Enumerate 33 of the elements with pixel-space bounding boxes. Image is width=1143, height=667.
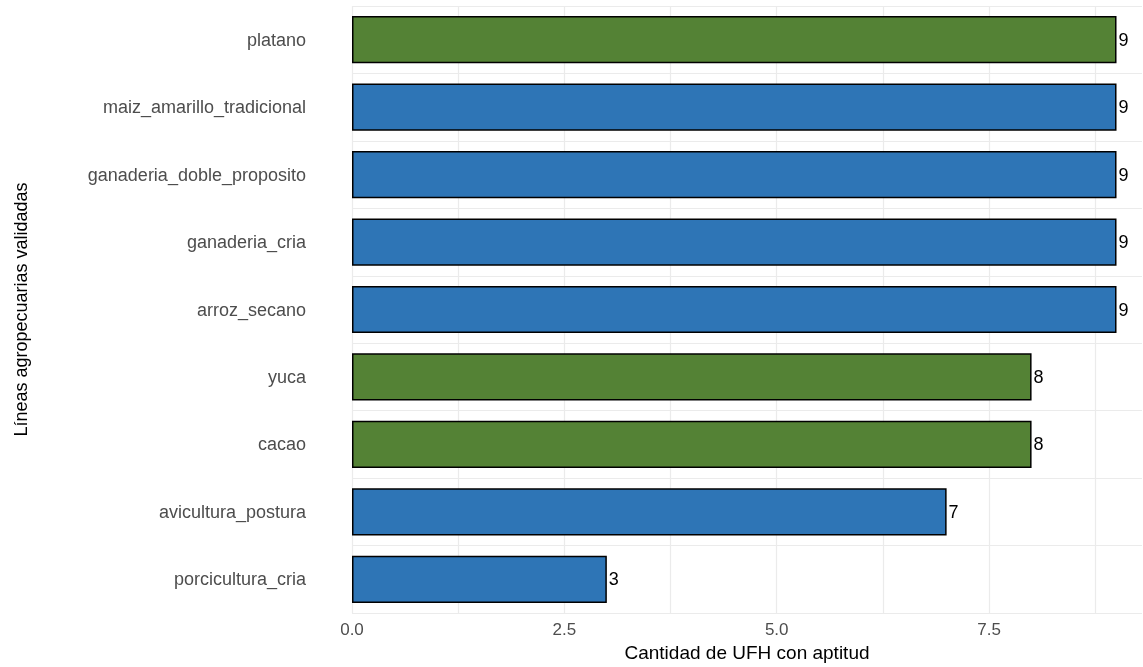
data-label: 9 bbox=[1118, 232, 1129, 253]
bar bbox=[352, 420, 1032, 468]
data-label: 9 bbox=[1118, 299, 1129, 320]
x-tick-label: 7.5 bbox=[977, 620, 1001, 639]
data-label: 8 bbox=[1033, 366, 1044, 387]
x-axis-title: Cantidad de UFH con aptitud bbox=[624, 642, 870, 663]
bar bbox=[352, 83, 1117, 131]
x-tick-label: 2.5 bbox=[552, 620, 577, 639]
data-label: 8 bbox=[1033, 434, 1044, 455]
x-tick-label: 0.0 bbox=[340, 620, 364, 639]
y-tick-label: ganaderia_doble_proposito bbox=[87, 164, 306, 186]
y-tick-label: maiz_amarillo_tradicional bbox=[102, 97, 306, 119]
bar bbox=[352, 218, 1117, 266]
y-tick-label: cacao bbox=[257, 434, 306, 455]
data-label: 9 bbox=[1118, 97, 1129, 118]
data-label: 3 bbox=[608, 569, 619, 590]
data-label: 9 bbox=[1118, 29, 1129, 50]
x-tick-label: 5.0 bbox=[764, 620, 789, 639]
bar bbox=[352, 16, 1117, 64]
y-tick-label: ganaderia_cria bbox=[186, 232, 307, 254]
data-label: 9 bbox=[1118, 164, 1129, 185]
bar bbox=[352, 285, 1117, 334]
bar bbox=[352, 353, 1032, 401]
y-tick-label: yuca bbox=[267, 366, 307, 387]
bar bbox=[352, 488, 947, 536]
y-tick-label: avicultura_postura bbox=[158, 501, 307, 523]
y-tick-label: platano bbox=[246, 29, 306, 50]
bar bbox=[352, 555, 607, 603]
y-tick-label: arroz_secano bbox=[196, 299, 306, 321]
y-axis-title: Líneas agropecuarias validadas bbox=[11, 182, 31, 437]
bar bbox=[352, 151, 1117, 199]
y-tick-label: porcicultura_cria bbox=[173, 569, 307, 591]
data-label: 7 bbox=[948, 501, 959, 522]
